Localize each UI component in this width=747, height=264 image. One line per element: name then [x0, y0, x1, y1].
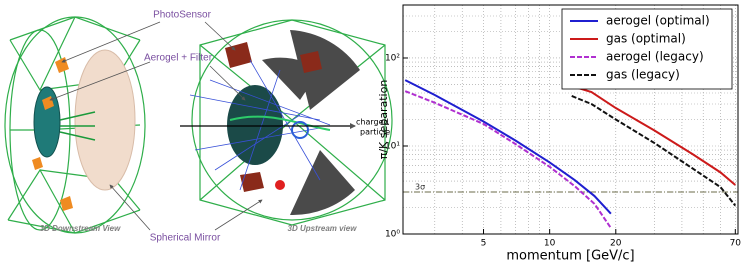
ring — [229, 115, 331, 131]
photosensor — [225, 42, 322, 192]
x-tick-label: 70 — [730, 239, 742, 249]
plot-frame — [402, 4, 739, 235]
leader — [109, 184, 151, 231]
legend-label: gas (legacy) — [606, 68, 680, 82]
reference-label: 3σ — [415, 183, 425, 192]
label: particle — [360, 128, 390, 137]
leader — [209, 65, 246, 101]
legend-label: gas (optimal) — [606, 32, 686, 46]
legend-box — [561, 8, 733, 90]
label: Aerogel + Filter — [144, 53, 213, 64]
label: PhotoSensor — [153, 10, 211, 21]
x-tick-label: 20 — [610, 239, 622, 249]
y-tick-label: 10¹ — [385, 141, 400, 151]
x-tick-label: 10 — [544, 239, 556, 249]
series-line — [404, 90, 612, 229]
mirror-segment — [262, 30, 360, 216]
hit — [275, 180, 285, 190]
y-axis-label: π/K separation — [377, 80, 390, 160]
leader — [214, 199, 263, 231]
series-line — [404, 79, 612, 215]
legend-label: aerogel (optimal) — [606, 14, 710, 28]
series-line — [571, 85, 736, 186]
leader — [49, 61, 151, 101]
label: Spherical Mirror — [150, 233, 221, 244]
ring — [291, 121, 309, 139]
y-tick-label: 10⁰ — [385, 230, 400, 240]
y-tick-label: 10² — [385, 53, 400, 63]
detector-illustration: PhotoSensor Aerogel + Filter Spherical M… — [4, 10, 393, 244]
x-tick-label: 5 — [481, 239, 487, 249]
series-line — [571, 95, 737, 207]
chart: 5 10 20 70 10⁰ 10¹ 10² 3σ aerogel (optimal) gas (… — [377, 4, 742, 264]
x-axis-label: momentum [GeV/c] — [506, 249, 634, 264]
beam — [59, 111, 96, 141]
ray — [189, 59, 331, 191]
view-caption: 3D Downstream View — [40, 224, 121, 233]
leader — [204, 21, 236, 51]
legend-label: aerogel (legacy) — [606, 50, 704, 64]
leader — [61, 21, 161, 63]
label: charged — [356, 118, 389, 127]
view-caption: 3D Upstream view — [288, 224, 358, 233]
